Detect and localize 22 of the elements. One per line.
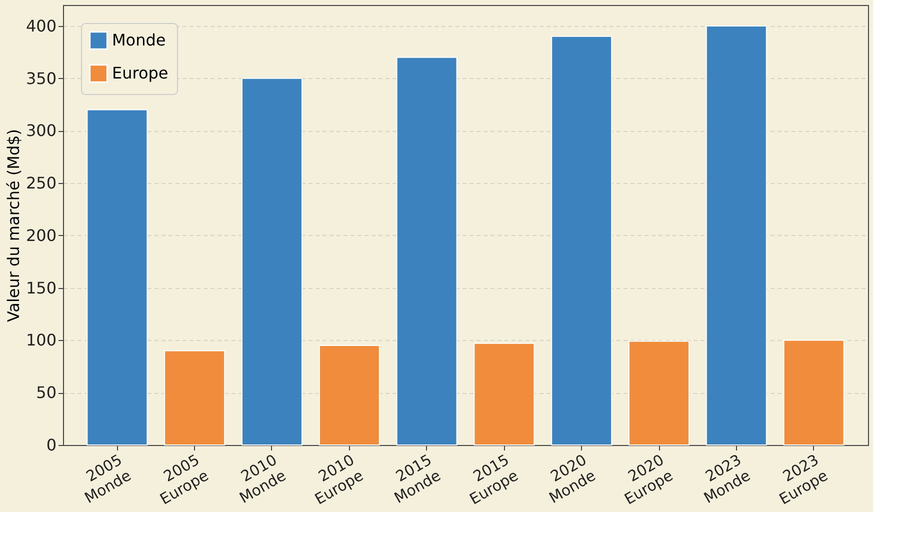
bar [86, 109, 148, 446]
y-tick-label: 350 [26, 68, 56, 88]
bar [551, 36, 612, 446]
legend-label: Europe [112, 64, 168, 82]
y-tick-label: 250 [26, 174, 56, 193]
bar [628, 340, 690, 446]
y-tick-label: 100 [26, 330, 56, 350]
bar [318, 344, 380, 446]
bar [783, 340, 844, 446]
y-tick-label: 0 [46, 436, 56, 454]
bar [164, 350, 226, 446]
bar [396, 56, 458, 446]
bar [706, 25, 767, 446]
y-tick-label: 50 [36, 383, 56, 402]
y-tick-label: 200 [26, 226, 56, 245]
bar [241, 78, 302, 446]
y-tick-label: 150 [26, 278, 56, 298]
y-tick-label: 400 [26, 16, 56, 36]
y-tick-label: 300 [26, 121, 56, 140]
y-axis-title: Valeur du marché (Md$) [4, 128, 23, 322]
bar [474, 342, 535, 446]
legend-label: Monde [112, 30, 166, 50]
